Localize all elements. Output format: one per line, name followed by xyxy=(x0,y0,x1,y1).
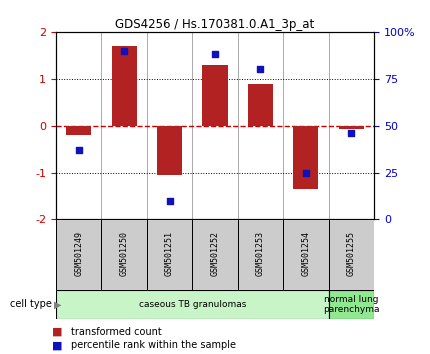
Bar xyxy=(192,219,238,290)
Text: GSM501249: GSM501249 xyxy=(74,231,83,276)
Text: GSM501254: GSM501254 xyxy=(301,231,310,276)
Bar xyxy=(329,290,374,319)
Bar xyxy=(329,219,374,290)
Text: ■: ■ xyxy=(52,340,62,350)
Title: GDS4256 / Hs.170381.0.A1_3p_at: GDS4256 / Hs.170381.0.A1_3p_at xyxy=(115,18,315,31)
Text: ■: ■ xyxy=(52,327,62,337)
Bar xyxy=(112,46,137,126)
Text: GSM501250: GSM501250 xyxy=(120,231,129,276)
Bar xyxy=(339,126,364,130)
Text: percentile rank within the sample: percentile rank within the sample xyxy=(71,340,236,350)
Bar xyxy=(66,126,91,135)
Bar xyxy=(248,84,273,126)
Text: GSM501253: GSM501253 xyxy=(256,231,265,276)
Text: GSM501252: GSM501252 xyxy=(211,231,219,276)
Bar xyxy=(157,126,182,175)
Text: normal lung
parenchyma: normal lung parenchyma xyxy=(323,295,380,314)
Text: GSM501251: GSM501251 xyxy=(165,231,174,276)
Bar xyxy=(238,219,283,290)
Text: GSM501255: GSM501255 xyxy=(347,231,356,276)
Bar xyxy=(203,65,227,126)
Point xyxy=(121,48,128,53)
Bar xyxy=(101,219,147,290)
Text: caseous TB granulomas: caseous TB granulomas xyxy=(138,300,246,309)
Point xyxy=(75,147,82,153)
Text: transformed count: transformed count xyxy=(71,327,162,337)
Point xyxy=(166,198,173,204)
Point xyxy=(257,67,264,72)
Bar xyxy=(293,126,318,189)
Text: cell type: cell type xyxy=(10,299,52,309)
Bar xyxy=(147,219,192,290)
Bar xyxy=(283,219,329,290)
Point xyxy=(348,130,355,136)
Bar xyxy=(56,290,329,319)
Point xyxy=(212,52,218,57)
Text: ▶: ▶ xyxy=(54,299,61,309)
Bar xyxy=(56,219,101,290)
Point xyxy=(302,170,309,176)
